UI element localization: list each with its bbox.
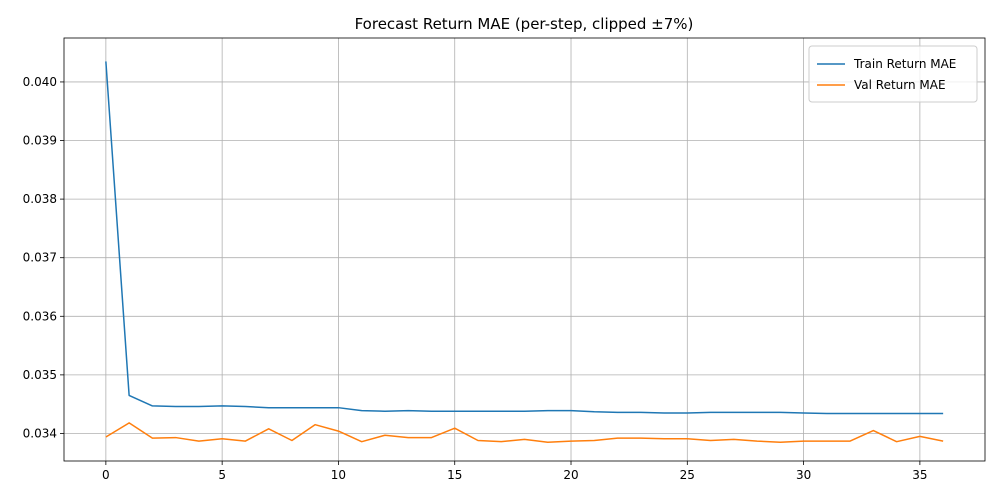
y-tick-label: 0.039 — [23, 134, 57, 148]
legend-box — [809, 46, 977, 102]
chart-title: Forecast Return MAE (per-step, clipped ±… — [355, 15, 694, 33]
x-tick-label: 25 — [680, 468, 695, 482]
legend: Train Return MAE Val Return MAE — [809, 46, 977, 102]
y-tick-label: 0.037 — [23, 251, 57, 265]
x-tick-label: 15 — [447, 468, 462, 482]
x-tick-label: 5 — [218, 468, 226, 482]
x-tick-label: 35 — [912, 468, 927, 482]
x-tick-label: 20 — [563, 468, 578, 482]
x-tick-label: 0 — [102, 468, 110, 482]
y-tick-label: 0.040 — [23, 75, 57, 89]
y-tick-label: 0.036 — [23, 309, 57, 323]
y-tick-label: 0.035 — [23, 368, 57, 382]
y-tick-label: 0.038 — [23, 192, 57, 206]
legend-label: Train Return MAE — [853, 57, 956, 71]
x-tick-label: 10 — [331, 468, 346, 482]
x-tick-label: 30 — [796, 468, 811, 482]
y-tick-label: 0.034 — [23, 426, 57, 440]
legend-label: Val Return MAE — [854, 78, 946, 92]
